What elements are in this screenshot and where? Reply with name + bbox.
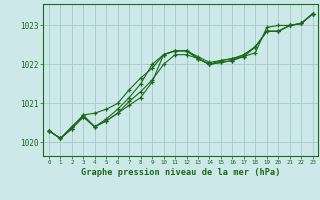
X-axis label: Graphe pression niveau de la mer (hPa): Graphe pression niveau de la mer (hPa) (81, 168, 281, 177)
